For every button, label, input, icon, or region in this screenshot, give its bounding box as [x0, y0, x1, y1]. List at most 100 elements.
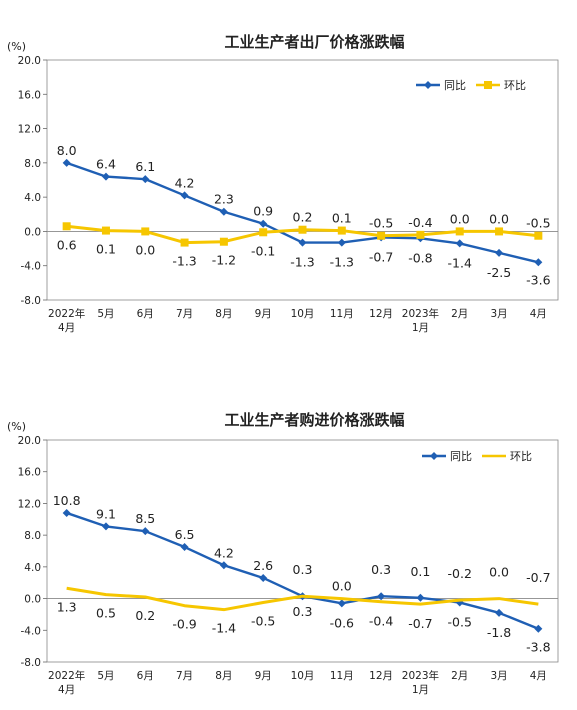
data-point: [219, 237, 228, 246]
data-point: [337, 238, 346, 247]
data-point: [377, 231, 386, 240]
data-label: -0.4: [369, 614, 393, 629]
data-label: -0.4: [408, 215, 432, 230]
data-label: -0.2: [448, 566, 472, 581]
data-label: 6.5: [175, 527, 195, 542]
legend-label: 同比: [444, 79, 466, 92]
x-tick-label: 4月: [530, 308, 547, 320]
data-label: -1.8: [487, 625, 511, 640]
data-label: -0.5: [369, 216, 393, 231]
x-tick-label: 10月: [291, 670, 315, 682]
y-tick-label: 8.0: [24, 158, 41, 170]
data-label: 0.1: [96, 242, 116, 257]
y-tick-label: 12.0: [18, 498, 41, 510]
y-tick-label: 0.0: [24, 594, 41, 606]
x-tick-label: 11月: [330, 670, 354, 682]
data-point: [416, 593, 425, 602]
y-tick-label: 20.0: [18, 55, 41, 67]
data-label: 10.8: [53, 493, 81, 508]
y-tick-label: -8.0: [21, 295, 42, 307]
x-tick-label: 4月: [530, 670, 547, 682]
data-point: [455, 239, 464, 248]
data-label: -0.7: [369, 249, 393, 264]
data-label: -0.7: [408, 616, 432, 631]
data-point: [180, 191, 189, 200]
x-tick-label: 3月: [490, 670, 507, 682]
data-label: 9.1: [96, 506, 116, 521]
plot-frame: [46, 439, 559, 663]
y-tick-label: 8.0: [24, 530, 41, 542]
data-point: [298, 238, 307, 247]
data-label: 0.0: [489, 565, 509, 580]
data-point: [377, 592, 386, 601]
data-point: [534, 624, 543, 633]
data-point: [101, 226, 110, 235]
data-point: [219, 207, 228, 216]
chart-1: 工业生产者出厂价格涨跌幅 (%) 20.0 16.0 12.0 8.0 4.0 0.0 -4.0…: [7, 33, 559, 334]
x-tick-label: 7月: [176, 308, 193, 320]
legend-marker: [430, 452, 438, 460]
data-label: 4.2: [214, 545, 234, 560]
x-tick-label: 9月: [255, 308, 272, 320]
x-tick-label: 2月: [451, 670, 468, 682]
data-label: 0.2: [293, 210, 313, 225]
legend-label: 同比: [450, 450, 472, 463]
series-yoy: 10.8 9.1 8.5 6.5 4.2 2.6 0.3 -0.6 0.3 0.1 -0.5 -1.8…: [53, 493, 551, 655]
data-label: -3.8: [526, 640, 550, 655]
y-tick-label: 0.0: [24, 226, 41, 238]
data-label: 0.1: [332, 211, 352, 226]
legend-marker: [484, 81, 492, 89]
data-point: [259, 228, 268, 237]
data-label: -1.2: [212, 253, 236, 268]
data-point: [180, 543, 189, 552]
y-tick-label: -8.0: [21, 657, 42, 669]
data-point: [141, 175, 150, 184]
data-label: 2.6: [253, 558, 273, 573]
data-label: -1.4: [212, 621, 236, 636]
x-tick-label: 12月: [369, 670, 393, 682]
data-point: [534, 258, 543, 267]
x-tick-label: 2023年 1月: [402, 669, 439, 696]
data-label: -1.3: [330, 255, 354, 270]
x-tick-label: 8月: [215, 670, 232, 682]
x-tick-label: 7月: [176, 670, 193, 682]
data-label: -1.3: [290, 255, 314, 270]
data-label: -0.9: [172, 617, 196, 632]
x-tick-label: 5月: [97, 308, 114, 320]
data-label: 0.0: [135, 242, 155, 257]
data-label: 0.0: [332, 579, 352, 594]
x-tick-label: 8月: [215, 308, 232, 320]
series-yoy: 8.0 6.4 6.1 4.2 2.3 0.9 -1.3 -1.3 -0.7 -0.8 -1.4 -2…: [57, 143, 551, 287]
data-label: -0.1: [251, 243, 275, 258]
data-label: 0.6: [57, 237, 77, 252]
data-label: -3.6: [526, 272, 550, 287]
data-point: [455, 227, 464, 236]
y-tick-label: 16.0: [18, 89, 41, 101]
x-tick-label: 10月: [291, 308, 315, 320]
data-label: 0.5: [96, 606, 116, 621]
x-tick-label: 2022年 4月: [48, 669, 85, 696]
y-tick-label: -4.0: [21, 625, 42, 637]
data-label: -0.7: [526, 570, 550, 585]
y-tick-label: 20.0: [18, 435, 41, 447]
x-tick-label: 3月: [490, 308, 507, 320]
data-point: [298, 225, 307, 234]
data-label: 0.3: [293, 562, 313, 577]
data-label: 2.3: [214, 192, 234, 207]
data-label: 6.1: [135, 159, 155, 174]
data-label: 0.3: [371, 562, 391, 577]
chart-2: 工业生产者购进价格涨跌幅 (%) 20.0 16.0 12.0 8.0 4.0 0.0 -4.0…: [7, 411, 559, 696]
data-point: [62, 158, 71, 167]
data-label: 0.0: [450, 211, 470, 226]
data-point: [219, 561, 228, 570]
chart-title: 工业生产者出厂价格涨跌幅: [224, 33, 404, 51]
data-point: [101, 522, 110, 531]
x-tick-label: 6月: [137, 308, 154, 320]
y-tick-label: -4.0: [21, 261, 42, 273]
series-line: [66, 586, 539, 612]
data-point: [534, 231, 543, 240]
data-point: [62, 508, 71, 517]
data-label: 0.0: [489, 211, 509, 226]
data-label: 0.2: [135, 608, 155, 623]
data-label: 0.9: [253, 204, 273, 219]
